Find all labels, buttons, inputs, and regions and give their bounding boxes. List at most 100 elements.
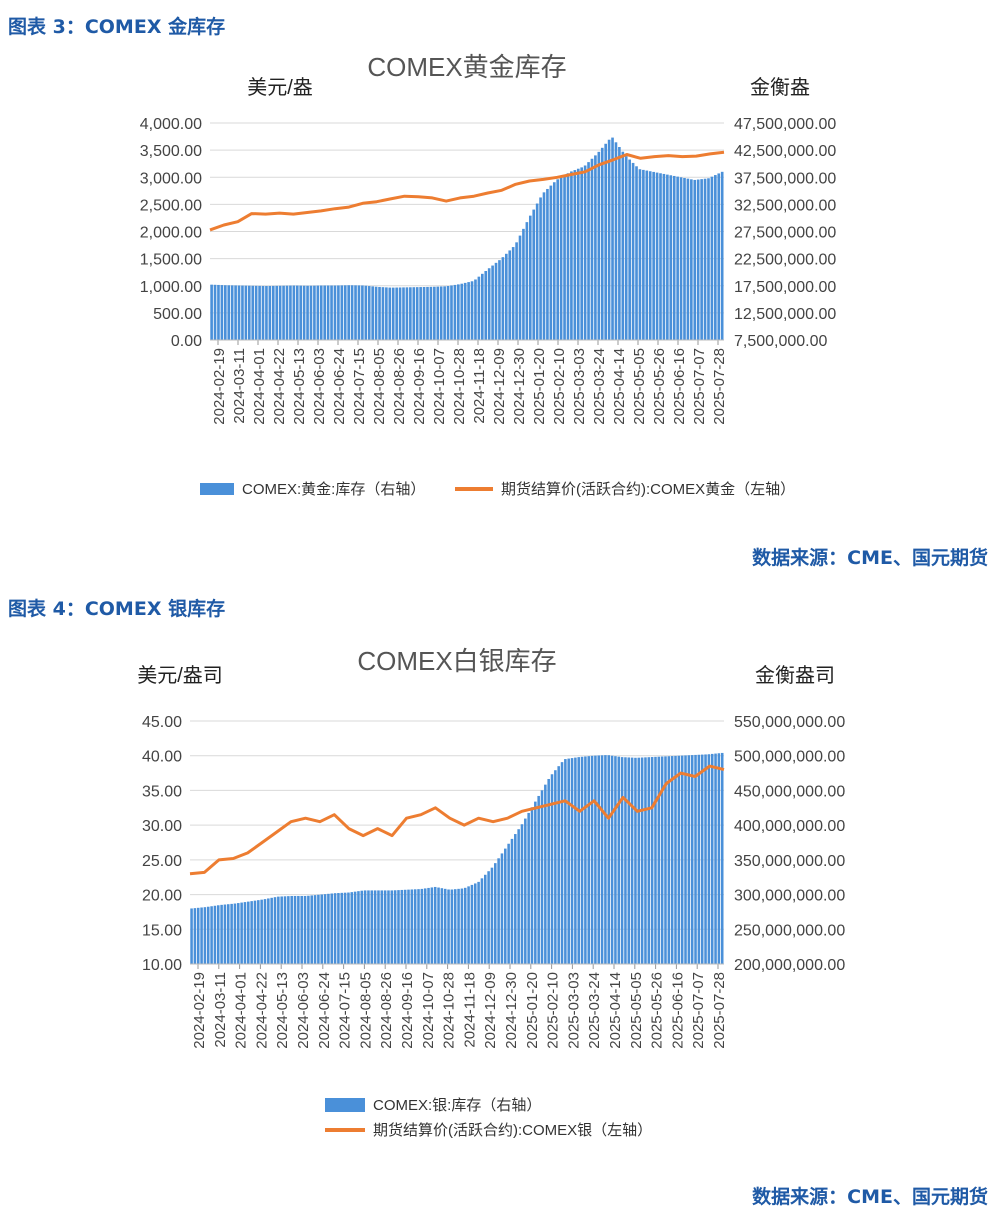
inventory-bar	[515, 242, 518, 340]
inventory-bar	[669, 175, 673, 340]
inventory-bar	[295, 285, 299, 340]
right-axis-unit: 金衡盎	[750, 76, 810, 99]
inventory-bar	[337, 285, 340, 340]
right-axis-unit: 金衡盎司	[755, 664, 835, 687]
inventory-bar	[624, 156, 628, 340]
x-tick-label: 2024-05-13	[291, 348, 308, 425]
inventory-bar	[313, 285, 316, 340]
x-tick-label: 2024-08-26	[378, 972, 395, 1049]
y-right-tick-label: 37,500,000.00	[734, 170, 836, 187]
inventory-bar	[470, 884, 474, 964]
y-left-tick-label: 1,500.00	[140, 252, 202, 269]
x-tick-label: 2025-02-10	[551, 348, 568, 425]
inventory-bar	[206, 906, 210, 964]
inventory-bar	[220, 285, 224, 340]
x-tick-label: 2024-10-07	[420, 972, 437, 1049]
inventory-bar	[247, 285, 251, 340]
inventory-bar	[532, 209, 536, 340]
inventory-bar	[703, 178, 707, 340]
inventory-bar	[600, 147, 604, 340]
y-right-tick-label: 300,000,000.00	[734, 888, 845, 905]
x-tick-label: 2025-05-26	[649, 972, 666, 1049]
y-left-tick-label: 40.00	[142, 749, 182, 766]
inventory-bar	[353, 891, 357, 964]
inventory-bar	[480, 878, 484, 964]
inventory-bar	[240, 902, 243, 964]
inventory-bar	[614, 142, 618, 340]
inventory-bar	[624, 757, 627, 964]
y-left-tick-label: 15.00	[142, 922, 182, 939]
x-tick-label: 2024-11-18	[461, 972, 478, 1048]
inventory-bar	[323, 894, 327, 964]
inventory-bar	[237, 903, 240, 964]
inventory-bar	[374, 286, 378, 340]
inventory-bar	[364, 285, 368, 340]
inventory-bar	[319, 285, 323, 340]
y-right-tick-label: 17,500,000.00	[734, 279, 836, 296]
inventory-bar	[597, 755, 601, 964]
inventory-bar	[217, 905, 220, 964]
inventory-bar	[563, 175, 566, 340]
inventory-bar	[720, 752, 724, 964]
inventory-bar	[567, 758, 570, 964]
inventory-bar	[412, 287, 416, 340]
inventory-bar	[647, 757, 651, 964]
inventory-bar	[330, 285, 333, 340]
x-tick-label: 2024-12-30	[503, 972, 520, 1049]
x-tick-label: 2025-07-07	[691, 348, 708, 425]
inventory-bar	[559, 177, 563, 340]
inventory-bar	[261, 285, 265, 340]
inventory-bar	[577, 757, 580, 964]
inventory-bar	[241, 285, 244, 340]
y-left-tick-label: 1,000.00	[140, 279, 202, 296]
inventory-bar	[587, 756, 590, 964]
inventory-bar	[257, 900, 260, 964]
y-right-tick-label: 200,000,000.00	[734, 957, 845, 974]
inventory-bar	[409, 287, 412, 340]
inventory-bar	[667, 756, 671, 964]
inventory-bar	[611, 137, 614, 340]
x-tick-label: 2024-07-15	[351, 348, 368, 425]
x-tick-label: 2024-09-16	[411, 348, 428, 425]
inventory-bar	[470, 281, 474, 340]
y-left-tick-label: 3,000.00	[140, 170, 202, 187]
y-right-tick-label: 42,500,000.00	[734, 143, 836, 160]
inventory-bar	[370, 890, 374, 964]
x-tick-label: 2024-12-30	[511, 348, 528, 425]
inventory-bar	[280, 896, 283, 964]
inventory-bar	[662, 173, 666, 340]
x-tick-label: 2025-06-16	[671, 348, 688, 425]
inventory-bar	[693, 179, 697, 340]
inventory-bar	[453, 889, 457, 964]
inventory-bar	[203, 907, 207, 964]
inventory-bar	[439, 286, 443, 340]
inventory-bar	[287, 896, 290, 964]
inventory-bar	[511, 247, 515, 340]
price-line	[209, 150, 725, 232]
x-tick-label: 2025-05-05	[628, 972, 645, 1049]
inventory-bar	[628, 159, 631, 340]
inventory-bar	[213, 284, 217, 340]
inventory-bar	[460, 283, 464, 340]
inventory-bar	[443, 286, 446, 340]
inventory-bar	[473, 883, 477, 964]
inventory-bar	[210, 284, 213, 340]
inventory-bar	[387, 890, 390, 964]
y-left-tick-label: 20.00	[142, 888, 182, 905]
legend-label-line: 期货结算价(活跃合约):COMEX黄金（左轴）	[501, 480, 795, 498]
inventory-bar	[672, 175, 676, 340]
price-line	[189, 764, 725, 876]
inventory-bar	[234, 285, 237, 340]
inventory-bar	[700, 179, 703, 340]
inventory-bar	[446, 286, 450, 340]
inventory-bar	[457, 888, 460, 964]
x-tick-label: 2024-05-13	[274, 972, 291, 1049]
y-right-tick-label: 450,000,000.00	[734, 783, 845, 800]
inventory-bar	[433, 886, 437, 964]
inventory-bar	[717, 173, 721, 340]
inventory-bar	[292, 285, 296, 340]
inventory-bar	[213, 905, 217, 964]
inventory-bar	[707, 754, 711, 964]
inventory-bar	[307, 895, 310, 964]
inventory-bar	[556, 179, 560, 340]
